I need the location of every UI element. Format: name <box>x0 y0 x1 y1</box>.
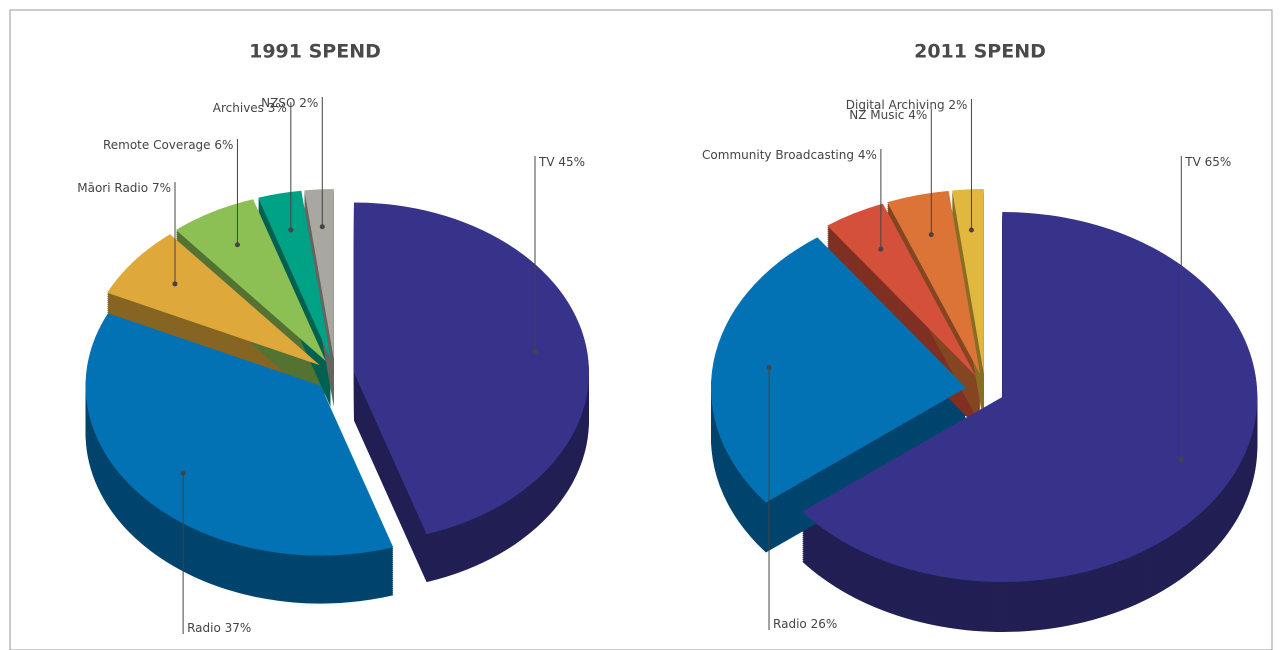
label-category: NZ Music <box>849 108 904 122</box>
label-value: 65% <box>1205 155 1232 169</box>
slice-label: Māori Radio 7% <box>77 181 171 195</box>
label-value: 3% <box>268 101 287 115</box>
slice <box>827 203 976 376</box>
leader-dot <box>180 470 186 476</box>
leader-dot <box>968 227 974 233</box>
slice <box>85 313 394 556</box>
leader-dot <box>288 227 294 233</box>
frame <box>9 9 1273 650</box>
label-value: 6% <box>214 138 233 152</box>
label-value: 37% <box>225 621 252 635</box>
slice-label: Community Broadcasting 4% <box>702 148 877 162</box>
slice <box>802 211 1258 582</box>
slice <box>107 234 320 366</box>
label-category: NZSO <box>261 96 295 110</box>
slice-label: NZ Music 4% <box>849 108 927 122</box>
label-category: Radio <box>773 617 807 631</box>
leader-dot <box>172 281 178 287</box>
slice <box>304 189 334 360</box>
slice <box>258 190 331 360</box>
label-value: 45% <box>558 155 585 169</box>
leader-dot <box>878 246 884 252</box>
slice-label: TV 65% <box>1184 155 1231 169</box>
label-category: TV <box>1184 155 1201 169</box>
slice <box>710 237 966 503</box>
label-value: 2% <box>948 98 967 112</box>
slice-label: Remote Coverage 6% <box>103 138 233 152</box>
label-category: Radio <box>187 621 221 635</box>
leader-dot <box>319 224 325 230</box>
label-value: 4% <box>858 148 877 162</box>
label-category: TV <box>538 155 555 169</box>
label-category: Archives <box>213 101 264 115</box>
label-category: Community Broadcasting <box>702 148 854 162</box>
slice-label: Digital Archiving 2% <box>846 98 968 112</box>
leader-dot <box>928 232 934 238</box>
leader-dot <box>1178 457 1184 463</box>
leader-dot <box>766 365 772 371</box>
label-category: Digital Archiving <box>846 98 945 112</box>
label-category: Māori Radio <box>77 181 148 195</box>
slice <box>353 202 589 535</box>
slice-label: Radio 26% <box>773 617 837 631</box>
label-value: 7% <box>152 181 171 195</box>
slice-label: Archives 3% <box>213 101 287 115</box>
label-value: 4% <box>908 108 927 122</box>
chart-title: 2011 SPEND <box>914 41 1046 63</box>
leader-dot <box>532 349 538 355</box>
slice <box>887 190 981 375</box>
label-value: 26% <box>811 617 838 631</box>
leader-dot <box>234 242 240 248</box>
slice-label: NZSO 2% <box>261 96 318 110</box>
slice-label: Radio 37% <box>187 621 251 635</box>
label-category: Remote Coverage <box>103 138 211 152</box>
slice <box>175 199 326 361</box>
label-value: 2% <box>299 96 318 110</box>
chart-title: 1991 SPEND <box>249 41 381 63</box>
slice-label: TV 45% <box>538 155 585 169</box>
slice <box>952 189 984 375</box>
